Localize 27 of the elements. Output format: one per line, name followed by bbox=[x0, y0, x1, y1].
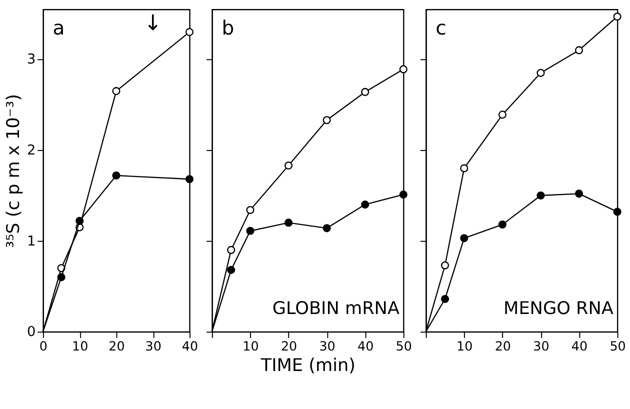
chart-title: a bbox=[52, 16, 65, 40]
annotation: ↓ bbox=[144, 10, 162, 36]
x-tick-label: 10 bbox=[242, 338, 259, 354]
chart-title: b bbox=[222, 16, 234, 40]
x-tick-label: 0 bbox=[39, 338, 48, 354]
x-tick-label: 10 bbox=[72, 338, 88, 354]
x-tick-label: 30 bbox=[319, 338, 336, 354]
x-tick-label: 20 bbox=[280, 338, 298, 354]
x-tick-label: 40 bbox=[358, 338, 374, 354]
y-tick-label: 3 bbox=[26, 52, 36, 68]
annotation: MENGO RNA bbox=[504, 299, 614, 320]
x-tick-label: 50 bbox=[396, 338, 412, 354]
x-axis-title: TIME (min) bbox=[260, 356, 356, 376]
x-tick-label: 10 bbox=[456, 338, 473, 354]
x-tick-label: 20 bbox=[108, 338, 125, 354]
y-tick-label: 0 bbox=[26, 324, 36, 340]
chart-title: c bbox=[436, 16, 446, 40]
y-tick-label: 1 bbox=[26, 233, 36, 250]
y-axis-title: ³⁵S (c p m x 10⁻³) bbox=[4, 94, 24, 248]
x-tick-label: 50 bbox=[610, 338, 626, 354]
annotation: GLOBIN mRNA bbox=[272, 299, 400, 320]
y-tick-label: 2 bbox=[26, 142, 36, 158]
x-tick-label: 30 bbox=[145, 338, 162, 354]
x-tick-label: 20 bbox=[494, 338, 512, 354]
x-tick-label: 40 bbox=[571, 338, 588, 354]
x-tick-label: 30 bbox=[533, 338, 550, 354]
x-tick-label: 40 bbox=[182, 338, 198, 354]
